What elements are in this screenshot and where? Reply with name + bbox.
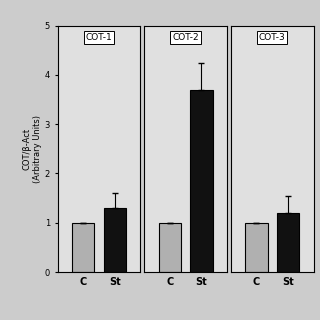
Bar (190, 90, 212, 272)
Text: COT-1: COT-1 (85, 33, 112, 42)
Bar (104, 208, 126, 272)
Bar (245, 223, 268, 272)
Bar (159, 223, 181, 272)
Bar (72, 223, 94, 272)
Text: COT-3: COT-3 (259, 33, 286, 42)
Text: COT-2: COT-2 (172, 33, 199, 42)
Bar (277, 213, 299, 272)
Y-axis label: COT/β-Act
(Arbitrary Units): COT/β-Act (Arbitrary Units) (22, 115, 42, 183)
